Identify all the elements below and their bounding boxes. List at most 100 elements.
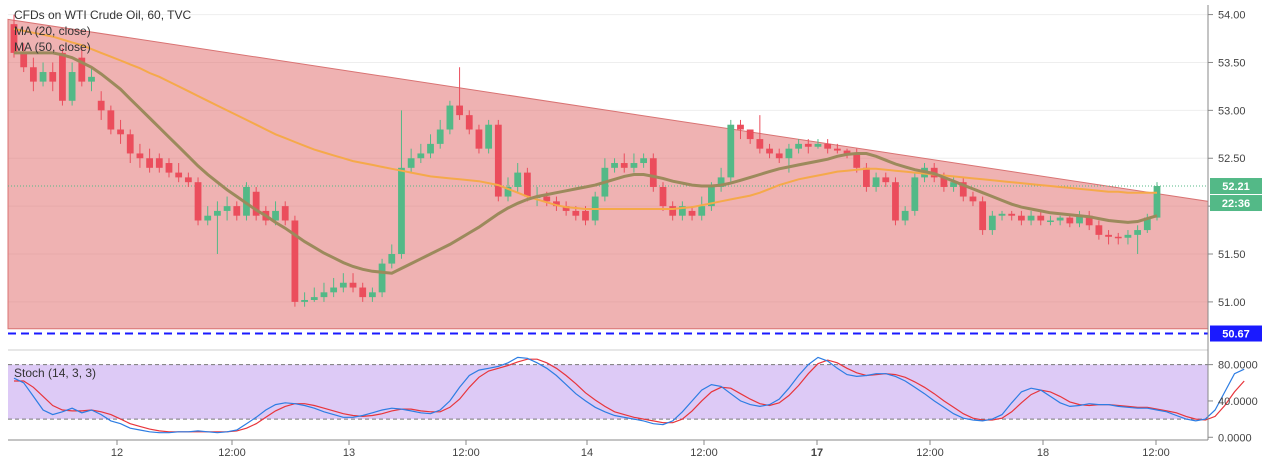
candle-down: [1105, 234, 1112, 237]
candle-up: [301, 299, 308, 302]
candle-down: [824, 143, 832, 149]
candle-up: [872, 177, 880, 187]
candle-down: [1066, 217, 1074, 224]
candle-up: [243, 186, 250, 216]
candle-up: [223, 206, 231, 211]
candle-down: [59, 52, 66, 101]
ma50-line: [13, 27, 1157, 210]
candle-down: [465, 115, 473, 130]
candle-down: [175, 172, 183, 178]
candle-down: [494, 124, 502, 197]
candle-down: [194, 182, 202, 221]
candle-up: [1056, 217, 1064, 221]
candle-down: [853, 153, 861, 168]
candle-down: [184, 177, 192, 183]
candle-up: [727, 124, 735, 178]
candle-up: [630, 163, 638, 168]
stoch-k-line: [13, 356, 1245, 434]
candle-down: [649, 158, 657, 187]
candle-down: [456, 105, 463, 116]
candle-down: [1017, 215, 1025, 221]
candle-down: [969, 196, 977, 202]
candle-up: [446, 105, 454, 130]
time-tick-label: 12:00: [690, 447, 718, 459]
candle-down: [252, 191, 260, 216]
candle-up: [214, 210, 221, 216]
ma20-legend[interactable]: MA (20, close): [14, 24, 91, 38]
candle-up: [678, 206, 686, 216]
candle-up: [640, 158, 648, 164]
candle-down: [843, 150, 851, 154]
candle-up: [988, 215, 996, 231]
candle-down: [940, 177, 948, 187]
candle-down: [155, 158, 163, 168]
candle-down: [291, 220, 299, 302]
candle-down: [359, 287, 367, 298]
candle-up: [310, 297, 318, 300]
candle-up: [1124, 234, 1132, 238]
stoch-axis[interactable]: 80.0000 40.0000 0.0000: [1208, 360, 1258, 445]
candle-up: [427, 143, 434, 154]
candle-down: [281, 206, 289, 221]
time-tick-label: 12:00: [1142, 447, 1170, 459]
candle-up: [39, 72, 47, 82]
stoch-tick-label: 40.0000: [1218, 396, 1258, 408]
time-tick-label: 18: [1037, 447, 1049, 459]
candle-down: [20, 52, 28, 68]
candle-up: [717, 177, 725, 187]
candle-down: [746, 129, 754, 140]
symbol-legend[interactable]: CFDs on WTI Crude Oil, 60, TVC: [14, 8, 191, 22]
support-tag: 50.67: [1222, 329, 1250, 341]
candle-up: [611, 163, 618, 168]
stoch-legend[interactable]: Stoch (14, 3, 3): [14, 366, 96, 380]
candle-up: [1027, 215, 1035, 221]
candle-down: [1085, 215, 1093, 226]
price-tick-label: 52.50: [1218, 153, 1246, 165]
candle-down: [553, 201, 560, 207]
time-tick-label: 14: [581, 447, 593, 459]
candle-down: [165, 163, 173, 173]
candle-down: [1008, 213, 1016, 216]
candle-down: [756, 139, 764, 149]
countdown-tag: 22:36: [1222, 198, 1250, 210]
candle-down: [562, 206, 570, 211]
candle-down: [804, 143, 812, 147]
candle-up: [388, 254, 396, 264]
ma50-legend[interactable]: MA (50, close): [14, 40, 91, 54]
stoch-d-line: [14, 358, 1245, 433]
stoch-tick-label: 80.0000: [1218, 360, 1258, 372]
price-tick-label: 51.00: [1218, 297, 1246, 309]
candle-down: [737, 124, 744, 130]
support-tag-bg: [1210, 325, 1262, 342]
candle-up: [901, 210, 909, 221]
candle-down: [475, 129, 483, 149]
candle-up: [485, 124, 493, 149]
candle-down: [620, 163, 628, 168]
candle-down: [543, 196, 551, 202]
candle-down: [117, 129, 124, 135]
candle-down: [1114, 236, 1122, 239]
candle-up: [795, 143, 802, 149]
candle-up: [68, 72, 76, 101]
time-tick-label: 12:00: [916, 447, 944, 459]
candle-down: [775, 153, 783, 159]
candle-up: [814, 143, 822, 147]
candle-up: [436, 129, 444, 144]
candle-down: [349, 282, 357, 288]
candle-down: [959, 182, 967, 197]
time-tick-label: 13: [343, 447, 355, 459]
candle-up: [369, 292, 376, 298]
candle-up: [398, 167, 405, 255]
last-price-tag-bg: [1210, 178, 1262, 195]
time-axis[interactable]: 12 12:00 13 12:00 14 12:00 17 12:00 18 12:00: [111, 440, 1170, 459]
price-tick-label: 54.00: [1218, 10, 1246, 22]
candle-down: [146, 158, 154, 168]
candle-up: [339, 282, 347, 288]
candle-down: [833, 148, 841, 151]
candle-up: [1047, 220, 1054, 222]
price-tick-label: 53.00: [1218, 105, 1246, 117]
candle-up: [417, 153, 425, 159]
